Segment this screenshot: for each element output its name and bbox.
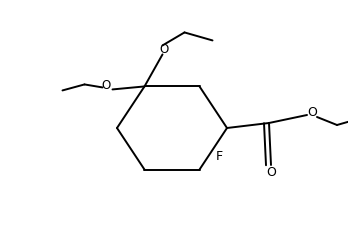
Text: O: O (102, 79, 111, 92)
Text: O: O (266, 166, 276, 180)
Text: O: O (160, 43, 169, 56)
Text: F: F (215, 150, 223, 162)
Text: O: O (307, 106, 317, 120)
